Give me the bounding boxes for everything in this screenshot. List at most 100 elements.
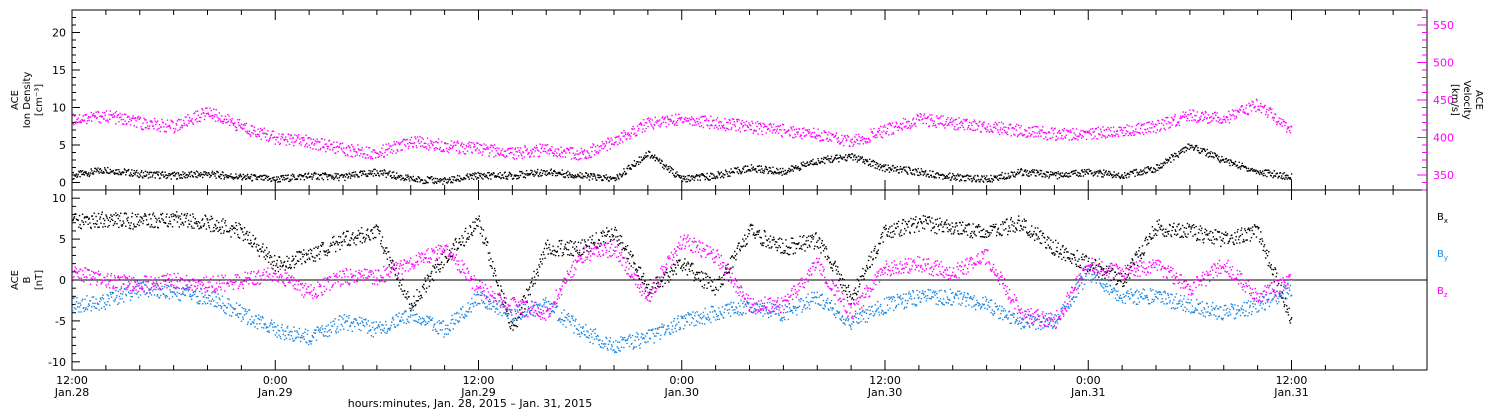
data-point — [1024, 169, 1027, 171]
data-point — [862, 161, 864, 163]
data-point — [568, 242, 570, 244]
data-point — [639, 267, 642, 269]
data-point — [206, 107, 208, 109]
data-point — [791, 129, 793, 131]
data-point — [1137, 172, 1139, 174]
data-point — [115, 110, 118, 113]
data-point — [387, 148, 389, 150]
data-point — [640, 156, 642, 158]
data-point — [742, 168, 745, 170]
data-point — [1086, 130, 1088, 133]
data-point — [514, 175, 517, 177]
data-point — [1035, 135, 1037, 138]
data-point — [665, 166, 667, 168]
data-point — [575, 153, 577, 155]
data-point — [1000, 121, 1003, 124]
data-point — [211, 170, 214, 173]
data-point — [551, 250, 554, 252]
data-point — [361, 147, 363, 149]
data-point — [438, 178, 440, 181]
data-point — [1064, 175, 1067, 177]
data-point — [1045, 132, 1048, 135]
data-point — [633, 164, 635, 167]
data-point — [730, 168, 732, 170]
data-point — [756, 125, 758, 128]
data-point — [999, 129, 1001, 131]
data-point — [833, 157, 836, 159]
data-point — [448, 148, 450, 151]
data-point — [1002, 177, 1004, 179]
data-point — [1078, 135, 1080, 137]
data-point — [575, 158, 578, 160]
data-point — [535, 279, 537, 281]
data-point — [848, 155, 851, 158]
data-point — [643, 124, 645, 127]
data-point — [412, 305, 414, 308]
data-point — [88, 115, 90, 118]
data-point — [982, 122, 984, 124]
data-point — [485, 244, 488, 246]
data-point — [741, 170, 743, 173]
data-point — [1213, 117, 1215, 119]
data-point — [1201, 150, 1203, 152]
data-point — [628, 133, 631, 136]
data-point — [271, 261, 273, 263]
data-point — [345, 235, 347, 237]
data-point — [1007, 133, 1009, 136]
data-point — [245, 178, 247, 181]
data-point — [282, 136, 284, 139]
data-point — [237, 233, 239, 236]
data-point — [464, 153, 467, 155]
data-point — [1102, 176, 1104, 178]
data-point — [117, 114, 119, 116]
data-point — [464, 227, 467, 230]
data-point — [522, 311, 524, 314]
data-point — [471, 177, 473, 179]
data-point — [309, 137, 311, 139]
data-point — [230, 236, 232, 238]
data-point — [236, 229, 238, 231]
data-point — [971, 180, 973, 183]
data-point — [1168, 127, 1170, 129]
data-point — [440, 141, 443, 143]
data-point — [1063, 128, 1065, 130]
data-point — [461, 241, 464, 243]
data-point — [370, 173, 373, 176]
data-point — [878, 129, 881, 131]
data-point — [193, 227, 195, 229]
data-point — [815, 161, 817, 164]
data-point — [638, 266, 640, 268]
data-point — [351, 174, 353, 176]
data-point — [888, 134, 890, 136]
data-point — [590, 173, 592, 175]
data-point — [477, 225, 479, 227]
data-point — [844, 159, 846, 161]
data-point — [781, 174, 783, 176]
data-point — [367, 228, 369, 230]
data-point — [431, 179, 434, 181]
data-point — [1040, 135, 1042, 137]
data-point — [304, 172, 307, 175]
data-point — [148, 127, 150, 129]
data-point — [423, 182, 426, 185]
data-point — [1245, 166, 1247, 169]
data-point — [371, 157, 374, 160]
data-point — [630, 168, 632, 170]
data-point — [1040, 170, 1043, 172]
data-point — [331, 236, 334, 239]
data-point — [564, 156, 567, 158]
data-point — [954, 119, 956, 121]
data-point — [272, 137, 274, 139]
data-point — [516, 158, 518, 160]
data-point — [572, 152, 575, 154]
data-point — [1030, 174, 1032, 176]
data-point — [392, 150, 395, 152]
data-point — [452, 179, 454, 181]
data-point — [670, 118, 672, 121]
data-point — [603, 143, 605, 145]
data-point — [184, 172, 186, 174]
data-point — [467, 232, 469, 235]
data-point — [632, 254, 634, 257]
data-point — [80, 120, 82, 122]
data-point — [524, 173, 526, 175]
